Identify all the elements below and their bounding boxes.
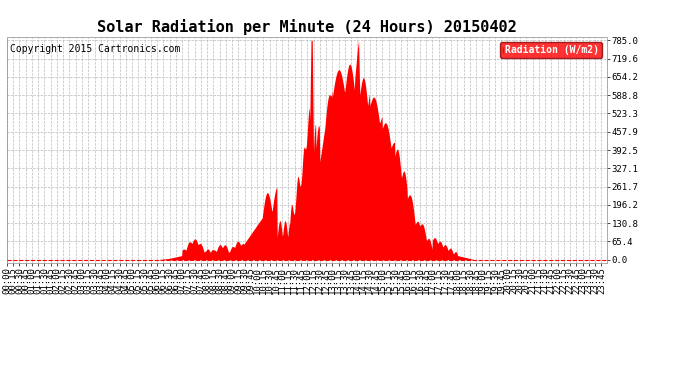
Title: Solar Radiation per Minute (24 Hours) 20150402: Solar Radiation per Minute (24 Hours) 20… [97, 19, 517, 35]
Text: Copyright 2015 Cartronics.com: Copyright 2015 Cartronics.com [10, 44, 180, 54]
Legend: Radiation (W/m2): Radiation (W/m2) [500, 42, 602, 58]
